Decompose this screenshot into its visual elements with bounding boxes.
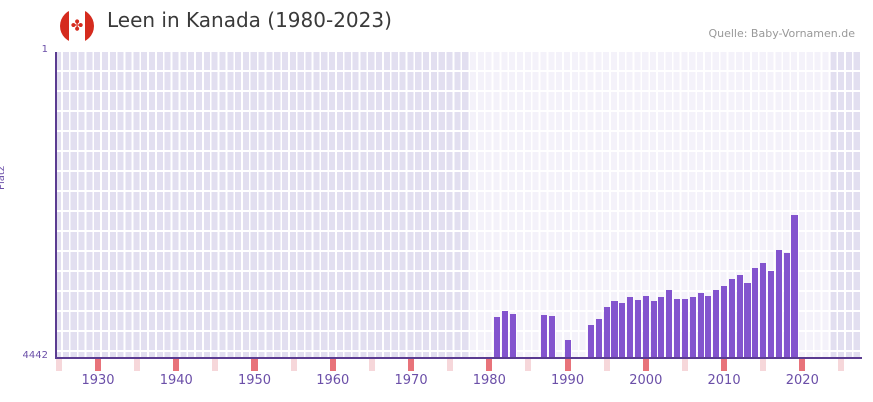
x-tick-minor — [290, 359, 297, 371]
bar — [650, 301, 657, 358]
bar — [721, 286, 728, 358]
bar — [728, 279, 735, 358]
bar — [760, 262, 767, 358]
bar — [674, 298, 681, 358]
x-axis-tick-label: 1930 — [81, 373, 115, 388]
x-tick-major — [564, 359, 571, 371]
bar — [619, 302, 626, 358]
canada-flag-icon: ✤ — [60, 9, 94, 43]
x-axis-tick-label: 2010 — [707, 373, 741, 388]
bar — [666, 290, 673, 358]
x-tick-major — [799, 359, 806, 371]
x-tick-minor — [368, 359, 375, 371]
x-axis-tick-strip — [55, 359, 861, 371]
bar — [634, 299, 642, 358]
page-title: Leen in Kanada (1980-2023) — [107, 8, 392, 32]
bar — [705, 295, 712, 358]
x-tick-minor — [681, 359, 688, 371]
bar — [548, 315, 555, 358]
x-tick-minor — [525, 359, 532, 371]
x-tick-major — [642, 359, 649, 371]
y-axis-title: Platz — [0, 165, 7, 190]
x-tick-major — [94, 359, 102, 371]
x-tick-major — [486, 359, 493, 371]
bar — [713, 290, 720, 358]
bar — [494, 317, 501, 358]
bar — [595, 319, 602, 358]
x-tick-major — [173, 359, 180, 371]
x-tick-minor — [760, 359, 767, 371]
chart-header: ✤ Leen in Kanada (1980-2023) Quelle: Bab… — [0, 0, 873, 44]
x-tick-major — [407, 359, 415, 371]
x-tick-minor — [212, 359, 219, 371]
bar — [658, 297, 665, 358]
bar — [611, 301, 618, 358]
bar — [509, 313, 516, 358]
x-tick-minor — [603, 359, 610, 371]
y-axis-max-label: 1 — [41, 44, 48, 55]
bar — [587, 324, 595, 358]
x-axis-tick-label: 1940 — [159, 373, 193, 388]
bar — [689, 297, 696, 358]
bar — [752, 268, 759, 358]
bar-series — [55, 52, 861, 358]
bar — [744, 283, 751, 358]
bar — [642, 295, 649, 358]
x-axis-tick-label: 1970 — [394, 373, 428, 388]
x-axis-tick-label: 1990 — [551, 373, 585, 388]
x-axis-tick-label: 1980 — [472, 373, 506, 388]
source-label: Quelle: Baby-Vornamen.de — [708, 27, 855, 40]
bar — [697, 293, 704, 358]
y-axis-min-label: 4442 — [22, 350, 48, 361]
bar — [767, 271, 775, 358]
flag-band-left — [60, 9, 69, 43]
x-tick-major — [721, 359, 728, 371]
bar — [783, 253, 790, 358]
bar — [627, 297, 634, 358]
bar — [501, 311, 508, 358]
x-tick-minor — [838, 359, 845, 371]
x-axis-tick-label: 2000 — [629, 373, 663, 388]
bar — [541, 315, 548, 358]
x-tick-minor — [134, 359, 141, 371]
x-axis-line — [55, 357, 862, 359]
y-axis-line — [55, 52, 57, 358]
bar — [791, 214, 798, 358]
x-axis-tick-label: 1950 — [237, 373, 272, 388]
maple-leaf-icon: ✤ — [70, 16, 84, 35]
bar — [603, 306, 610, 358]
bar — [564, 339, 571, 358]
x-tick-minor — [447, 359, 454, 371]
x-tick-minor — [55, 359, 62, 371]
x-tick-major — [329, 359, 336, 371]
flag-band-right — [85, 9, 94, 43]
x-axis-tick-label: 1960 — [316, 373, 350, 388]
plot-area — [55, 52, 861, 358]
bar — [681, 298, 688, 358]
x-axis-tick-label: 2020 — [785, 373, 819, 388]
bar — [736, 275, 743, 358]
x-tick-major — [251, 359, 258, 371]
bar — [775, 250, 782, 358]
